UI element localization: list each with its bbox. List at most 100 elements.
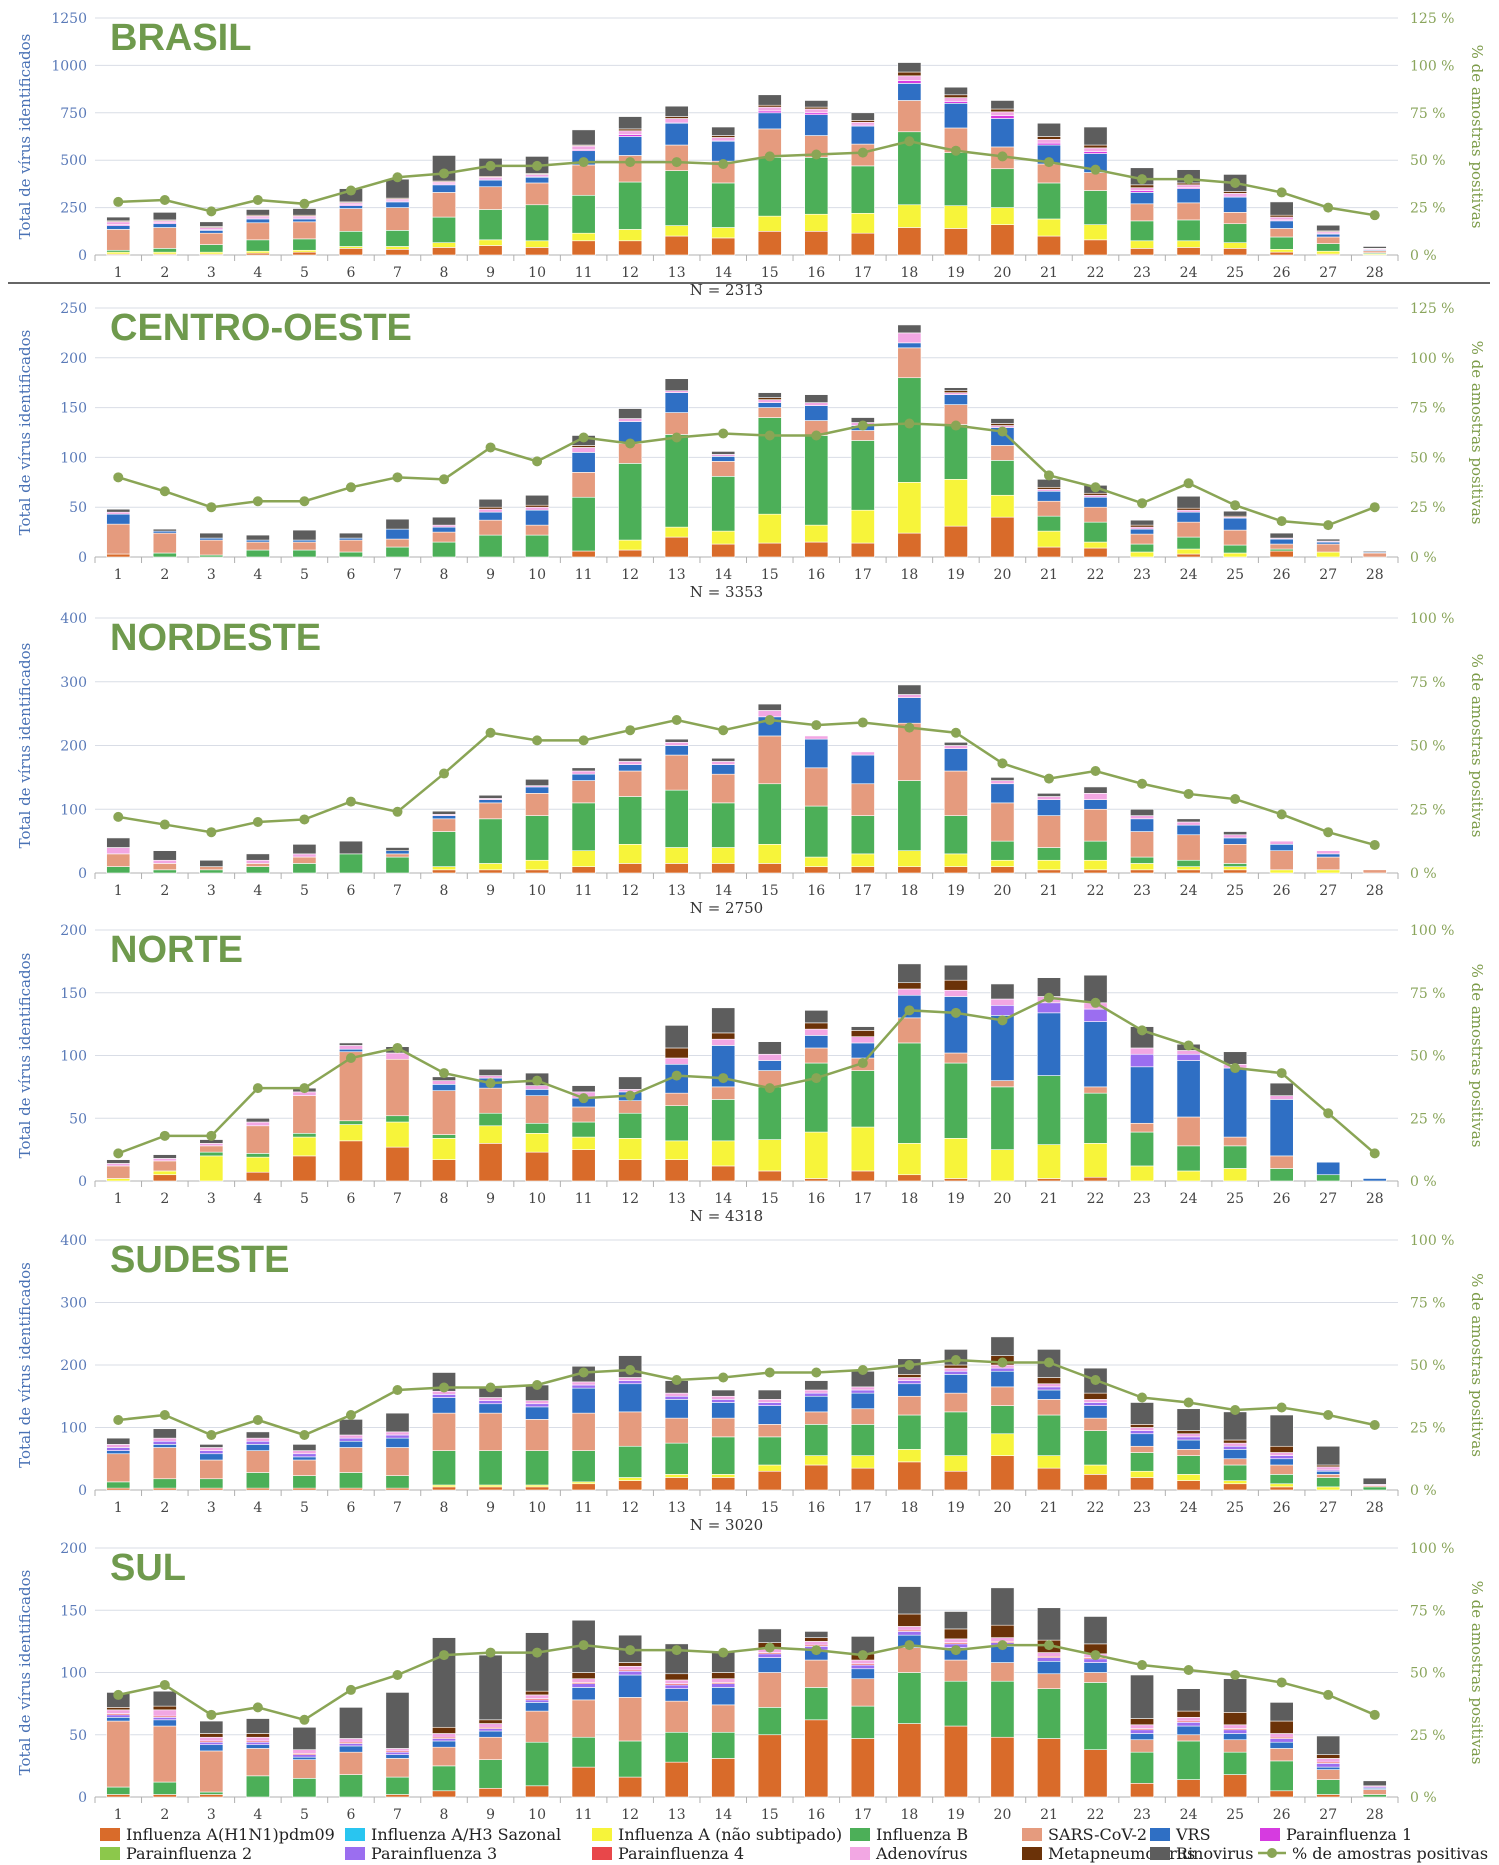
bar-segment bbox=[664, 1417, 689, 1444]
x-tick-label: 7 bbox=[393, 265, 402, 281]
region-title: BRASIL bbox=[110, 17, 251, 59]
bar-segment bbox=[525, 1632, 550, 1692]
bar-segment bbox=[1083, 1399, 1108, 1403]
bar-segment bbox=[385, 518, 410, 530]
legend-line-marker bbox=[1267, 1848, 1277, 1858]
bar-segment bbox=[804, 1028, 829, 1036]
bar-segment bbox=[711, 847, 736, 864]
positivity-point bbox=[1230, 794, 1241, 805]
x-tick-label: 9 bbox=[486, 567, 495, 583]
positivity-point bbox=[252, 1702, 263, 1713]
bar-segment bbox=[618, 761, 643, 765]
x-tick-label: 5 bbox=[300, 265, 309, 281]
bar-segment bbox=[711, 1099, 736, 1142]
bar-segment bbox=[525, 869, 550, 874]
positivity-line bbox=[118, 1358, 1375, 1437]
x-tick-label: 15 bbox=[761, 883, 779, 899]
bar-segment bbox=[943, 525, 968, 558]
bar-segment bbox=[1176, 202, 1201, 221]
x-tick-label: 24 bbox=[1180, 1191, 1198, 1207]
y2-tick-label: 0 % bbox=[1410, 1174, 1437, 1190]
bar-segment bbox=[525, 494, 550, 506]
bar-segment bbox=[711, 1038, 736, 1046]
bar-segment bbox=[1316, 1763, 1341, 1768]
bar-segment bbox=[1223, 1774, 1248, 1798]
bar-segment bbox=[339, 1124, 363, 1142]
bar-segment bbox=[897, 1631, 922, 1636]
bar-segment bbox=[618, 1740, 643, 1778]
bar-segment bbox=[897, 1461, 922, 1491]
bar-segment bbox=[897, 377, 922, 483]
bar-segment bbox=[618, 1112, 643, 1139]
bar-segment bbox=[1037, 815, 1061, 848]
positivity-point bbox=[206, 206, 217, 217]
x-tick-label: 22 bbox=[1087, 1500, 1105, 1516]
positivity-point bbox=[718, 1647, 729, 1658]
bar-segment bbox=[711, 530, 736, 545]
bar-segment bbox=[432, 1765, 456, 1792]
bar-segment bbox=[152, 859, 177, 864]
bar-segment bbox=[943, 103, 968, 129]
bar-segment bbox=[1316, 1779, 1341, 1795]
bar-segment bbox=[432, 247, 456, 256]
bar-segment bbox=[385, 1748, 410, 1752]
bar-segment bbox=[1223, 223, 1248, 243]
bar-segment bbox=[152, 850, 177, 861]
bar-segment bbox=[757, 1734, 782, 1798]
bar-segment bbox=[943, 424, 968, 480]
positivity-point bbox=[1369, 1709, 1380, 1720]
positivity-point bbox=[1276, 809, 1287, 820]
y-axis-label: Total de vírus identificados bbox=[16, 330, 34, 536]
bar-segment bbox=[850, 430, 875, 441]
x-tick-label: 21 bbox=[1040, 1500, 1058, 1516]
bar-segment bbox=[152, 532, 177, 554]
bar-segment bbox=[664, 122, 689, 146]
bar-segment bbox=[990, 1433, 1015, 1456]
positivity-point bbox=[345, 482, 356, 493]
bar-segment bbox=[943, 989, 968, 997]
bar-segment bbox=[1316, 236, 1341, 244]
bar-segment bbox=[571, 1450, 596, 1483]
y2-tick-label: 50 % bbox=[1410, 1049, 1446, 1065]
bar-segment bbox=[1130, 519, 1154, 526]
bar-segment bbox=[1083, 147, 1108, 152]
x-tick-label: 17 bbox=[854, 1191, 872, 1207]
positivity-point bbox=[1276, 1068, 1287, 1079]
bar-segment bbox=[897, 1449, 922, 1463]
x-tick-label: 22 bbox=[1087, 1191, 1105, 1207]
bar-segment bbox=[385, 1754, 410, 1759]
positivity-point bbox=[392, 172, 403, 183]
bar-segment bbox=[664, 1159, 689, 1182]
x-tick-label: 11 bbox=[575, 883, 593, 899]
bar-segment bbox=[711, 1389, 736, 1397]
bar-segment bbox=[897, 850, 922, 867]
bar-segment bbox=[664, 1684, 689, 1689]
bar-segment bbox=[292, 1756, 317, 1760]
bar-segment bbox=[1037, 122, 1061, 137]
x-tick-label: 13 bbox=[668, 883, 686, 899]
y-tick-label: 0 bbox=[78, 1174, 87, 1190]
y-axis-label: Total de vírus identificados bbox=[16, 953, 34, 1159]
bar-segment bbox=[711, 137, 736, 141]
bar-segment bbox=[757, 392, 782, 398]
bar-segment bbox=[943, 228, 968, 256]
bar-segment bbox=[1316, 1474, 1341, 1478]
bar-segment bbox=[245, 859, 270, 864]
x-tick-label: 12 bbox=[621, 567, 639, 583]
bar-segment bbox=[339, 1048, 363, 1053]
bar-segment bbox=[757, 1402, 782, 1406]
positivity-point bbox=[299, 1714, 310, 1725]
bar-segment bbox=[711, 1402, 736, 1419]
bar-segment bbox=[1037, 136, 1061, 140]
positivity-point bbox=[997, 1015, 1008, 1026]
bar-segment bbox=[1269, 1082, 1294, 1096]
bar-segment bbox=[478, 802, 503, 820]
bar-segment bbox=[618, 1138, 643, 1160]
bar-segment bbox=[478, 1412, 503, 1451]
bar-segment bbox=[1316, 1174, 1341, 1182]
bar-segment bbox=[804, 1637, 829, 1642]
bar-segment bbox=[664, 1477, 689, 1491]
bar-segment bbox=[804, 524, 829, 543]
bar-segment bbox=[106, 1437, 131, 1445]
bar-segment bbox=[1223, 1678, 1248, 1713]
